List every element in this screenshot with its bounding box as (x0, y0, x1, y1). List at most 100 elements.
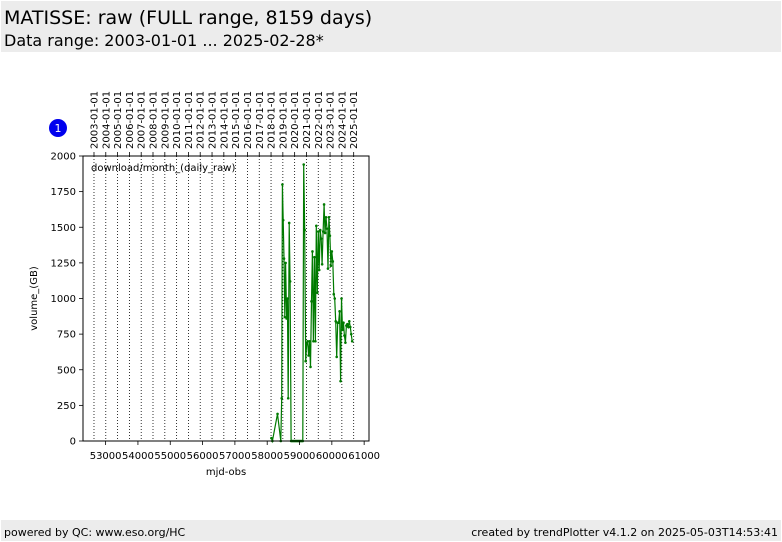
y-tick-label: 1500 (51, 223, 76, 234)
data-point (310, 300, 313, 303)
info-badge-label[interactable]: 1 (55, 122, 62, 135)
series-line (270, 164, 353, 444)
date-tick-label: 2009-01-01 (160, 91, 171, 149)
x-tick-label: 55000 (154, 451, 186, 462)
data-point (306, 339, 309, 343)
y-axis-label: volume_(GB) (29, 266, 40, 331)
data-point (350, 339, 354, 343)
x-axis-label: mjd-obs (206, 467, 246, 478)
data-point (309, 365, 312, 369)
data-point (286, 297, 289, 300)
date-tick-label: 2013-01-01 (208, 91, 219, 149)
chart-title: download/month_(daily_raw) (91, 163, 235, 174)
y-tick-label: 1750 (51, 187, 76, 198)
page-subtitle: Data range: 2003-01-01 ... 2025-02-28* (4, 31, 324, 50)
data-point (315, 291, 319, 295)
data-point (349, 332, 353, 336)
info-badge[interactable]: 1 (49, 119, 67, 137)
date-tick-label: 2011-01-01 (184, 91, 195, 149)
data-point (334, 320, 338, 323)
data-point (312, 339, 315, 343)
data-point (288, 280, 292, 283)
data-point (316, 230, 320, 233)
data-point (346, 322, 349, 326)
data-point (270, 436, 273, 440)
data-point (340, 297, 343, 300)
x-tick-label: 61000 (348, 451, 380, 462)
data-point (307, 354, 310, 357)
date-tick-label: 2025-01-01 (349, 91, 360, 149)
date-tick-label: 2014-01-01 (219, 91, 230, 149)
data-point (313, 255, 316, 259)
y-tick-label: 750 (57, 330, 76, 341)
axes-layer (79, 152, 370, 445)
data-point (342, 321, 345, 325)
data-point (321, 230, 325, 233)
data-point (325, 227, 329, 230)
data-point (348, 325, 352, 329)
data-point (331, 260, 335, 263)
data-point (330, 250, 334, 253)
plot-frame (82, 155, 370, 442)
date-tick-label: 2007-01-01 (137, 91, 148, 149)
data-point (324, 215, 328, 219)
date-tick-label: 2019-01-01 (278, 91, 289, 149)
footer-created-by: created by trendPlotter v4.1.2 on 2025-0… (471, 526, 778, 539)
x-tick-label: 53000 (90, 451, 122, 462)
date-tick-label: 2010-01-01 (172, 91, 183, 149)
date-tick-label: 2017-01-01 (255, 91, 266, 149)
date-tick-label: 2006-01-01 (125, 91, 136, 149)
date-tick-label: 2021-01-01 (302, 91, 313, 149)
data-point (281, 183, 284, 186)
data-point (318, 228, 322, 232)
labels-layer: 2003-01-01 2004-01-01 2005-01-01 2006-01-01… (29, 91, 380, 478)
data-point (322, 203, 326, 206)
data-point (285, 317, 288, 320)
grid-layer (93, 156, 355, 441)
data-point (343, 334, 346, 337)
y-tick-label: 2000 (51, 152, 76, 163)
data-point (347, 320, 351, 323)
x-tick-label: 59000 (284, 451, 316, 462)
data-point (337, 321, 340, 325)
data-point (283, 315, 287, 319)
data-point (329, 264, 333, 268)
data-point (326, 267, 330, 270)
data-point (332, 292, 336, 296)
data-point (341, 328, 344, 332)
footer-powered-by: powered by QC: www.eso.org/HC (4, 526, 186, 539)
y-tick-label: 250 (57, 401, 76, 412)
info-badge-circle[interactable] (49, 119, 67, 137)
x-tick-label: 57000 (219, 451, 251, 462)
y-tick-label: 0 (70, 437, 76, 448)
data-point (320, 263, 324, 266)
data-point (308, 339, 311, 343)
y-tick-label: 1250 (51, 258, 76, 269)
date-tick-label: 2022-01-01 (314, 91, 325, 149)
data-point (328, 234, 332, 238)
date-tick-label: 2004-01-01 (101, 91, 112, 149)
x-tick-label: 60000 (316, 451, 348, 462)
date-tick-label: 2020-01-01 (290, 91, 301, 149)
data-point (286, 396, 290, 400)
data-point (338, 310, 341, 313)
data-point (323, 231, 327, 235)
series-layer (270, 163, 354, 444)
data-point (317, 268, 321, 272)
data-point (314, 339, 317, 343)
date-tick-label: 2024-01-01 (337, 91, 348, 149)
x-tick-label: 54000 (122, 451, 154, 462)
data-point (319, 237, 323, 240)
date-tick-label: 2005-01-01 (113, 91, 124, 149)
data-point (284, 261, 287, 265)
date-tick-label: 2023-01-01 (326, 91, 337, 149)
data-point (303, 228, 306, 232)
y-tick-label: 500 (57, 365, 76, 376)
data-point (333, 297, 337, 300)
data-point (311, 250, 314, 253)
x-tick-label: 56000 (187, 451, 219, 462)
data-point (287, 221, 291, 225)
data-point (339, 379, 342, 383)
y-tick-label: 1000 (51, 294, 76, 305)
date-tick-label: 2015-01-01 (231, 91, 242, 149)
